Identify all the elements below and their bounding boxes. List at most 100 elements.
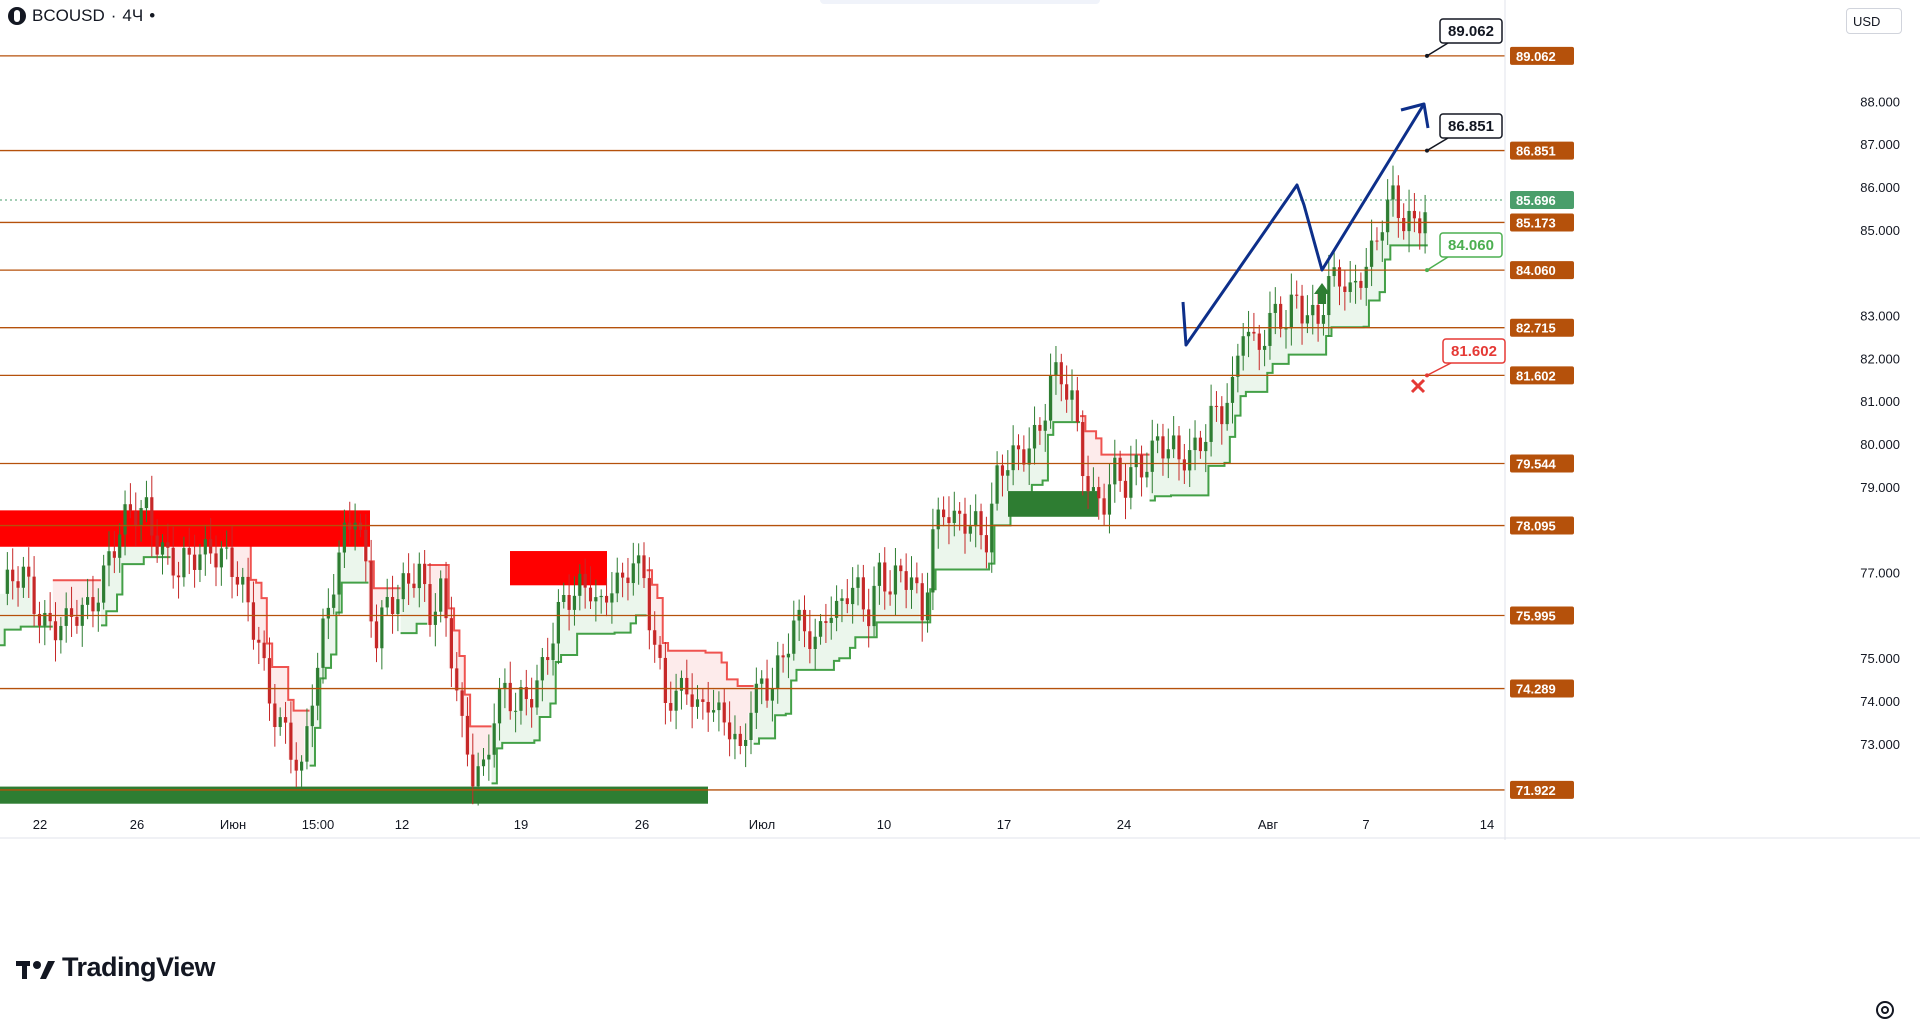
price-callout[interactable]: 89.062: [1425, 18, 1503, 58]
candle: [1113, 439, 1117, 503]
candle: [578, 564, 582, 611]
settings-gear-icon[interactable]: [1873, 998, 1897, 1022]
candle: [599, 589, 603, 614]
symbol-name[interactable]: BCOUSD: [32, 6, 105, 25]
time-tick-label: 15:00: [302, 817, 335, 832]
price-callout[interactable]: 81.602: [1425, 338, 1506, 378]
candle-body: [1011, 445, 1015, 471]
candle-body: [1032, 424, 1037, 449]
candle: [1263, 329, 1267, 367]
level-price-tag: [1510, 46, 1574, 65]
candle: [241, 567, 245, 603]
candle: [1123, 463, 1128, 520]
candle: [770, 667, 774, 722]
price-callout[interactable]: 84.060: [1425, 232, 1503, 273]
candle-body: [888, 591, 892, 595]
candle: [637, 543, 641, 585]
candle-body: [326, 607, 330, 619]
callout-anchor: [1425, 53, 1429, 58]
candle-body: [1220, 406, 1224, 425]
band-fill-8: [491, 555, 647, 784]
callout-label: 84.060: [1448, 237, 1494, 254]
candle: [674, 673, 678, 730]
candle-body: [251, 602, 256, 640]
candle: [53, 602, 58, 662]
candle-body: [535, 680, 539, 708]
band-fill-7: [427, 564, 492, 787]
candle-body: [294, 759, 298, 771]
price-callout[interactable]: 86.851: [1425, 113, 1503, 153]
candle: [246, 557, 250, 622]
candle-body: [497, 688, 502, 724]
candle-body: [1188, 450, 1192, 471]
candle: [508, 661, 512, 720]
candle: [369, 539, 373, 638]
candle-body: [64, 608, 68, 626]
band-line-2: [100, 556, 171, 627]
band-line-7: [427, 563, 492, 728]
band-fill-0: [0, 566, 53, 646]
candle-body: [963, 513, 967, 534]
candle: [1337, 259, 1342, 306]
time-tick-label: 7: [1362, 817, 1369, 832]
candle: [786, 633, 791, 679]
candle-body: [883, 562, 887, 592]
candle-body: [86, 597, 90, 605]
candle-body: [91, 597, 95, 612]
band-line-11: [1080, 415, 1150, 456]
toolbar-handle[interactable]: [820, 0, 1100, 4]
candle-body: [733, 733, 737, 740]
candle-body: [374, 621, 379, 649]
candle-body: [455, 668, 459, 691]
level-price-tag: [1510, 366, 1574, 385]
candle-body: [262, 642, 266, 659]
callout-anchor: [1425, 373, 1429, 378]
timeframe[interactable]: 4Ч: [122, 6, 144, 25]
candle-body: [273, 703, 277, 728]
candle-body: [995, 465, 999, 504]
candle: [722, 688, 726, 736]
candle: [203, 524, 207, 576]
callout-anchor: [1425, 268, 1429, 273]
candle-body: [685, 677, 689, 695]
time-tick-label: Июн: [220, 817, 246, 832]
candle-body: [1161, 436, 1165, 459]
candle: [1396, 175, 1400, 238]
candle-body: [663, 657, 667, 703]
candle: [808, 610, 812, 664]
candle: [562, 582, 566, 609]
candle-body: [909, 577, 914, 590]
candle-body: [1311, 304, 1315, 316]
level-price-tag-label: 81.602: [1516, 368, 1556, 383]
candle-body: [465, 715, 470, 755]
candle: [444, 561, 448, 637]
candle-body: [1268, 312, 1272, 346]
candle: [337, 540, 341, 616]
candle-body: [257, 639, 261, 643]
time-axis: 22 26 Июн 15:00 12 19 26 Июл 10 17 24 Авг 7 14: [0, 817, 1920, 839]
candle-body: [1412, 210, 1416, 219]
candle: [1289, 273, 1293, 346]
candle: [1161, 423, 1165, 476]
candle-body: [931, 529, 935, 593]
level-price-tag-label: 74.289: [1516, 682, 1556, 697]
currency-selector[interactable]: USD: [1846, 8, 1902, 34]
candle: [1305, 295, 1309, 334]
candle-body: [235, 576, 239, 585]
candle-body: [1407, 210, 1411, 232]
candle: [1166, 428, 1170, 479]
time-tick-label: 12: [395, 817, 409, 832]
candle: [417, 552, 421, 608]
candle-body: [594, 597, 598, 602]
candle-body: [230, 547, 234, 577]
candle-body: [1038, 424, 1042, 431]
candle: [37, 601, 42, 644]
last-price-tag-label: 85.696: [1516, 193, 1556, 208]
candle: [193, 534, 197, 588]
candle: [877, 552, 881, 605]
candle: [920, 573, 924, 642]
callout-label: 81.602: [1451, 343, 1497, 360]
band-line-5: [368, 560, 401, 590]
candle-body: [37, 613, 42, 626]
